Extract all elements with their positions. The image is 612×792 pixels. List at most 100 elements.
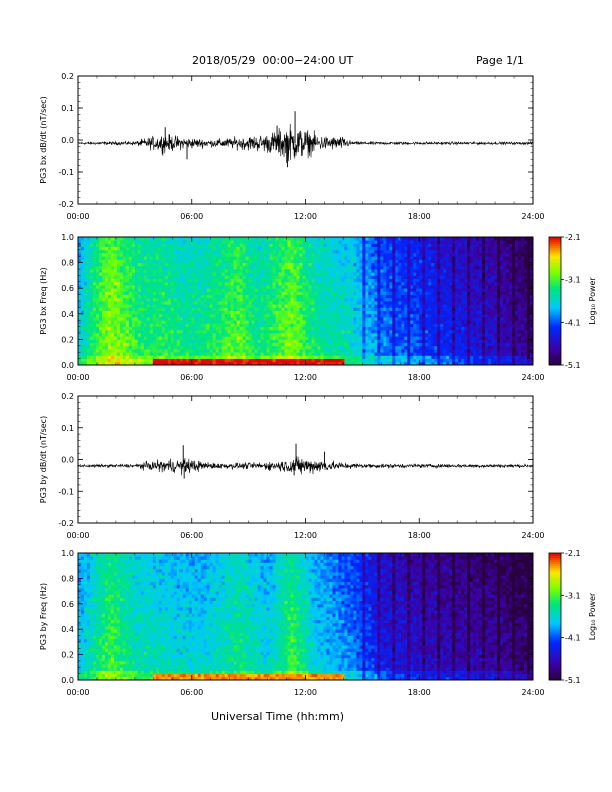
heatmap-cell [113, 310, 118, 315]
heatmap-cell [131, 323, 136, 327]
heatmap-cell [296, 304, 300, 308]
heatmap-cell [347, 323, 351, 327]
heatmap-cell [245, 349, 250, 353]
heatmap-cell [230, 336, 235, 340]
heatmap-cell [188, 342, 193, 347]
heatmap-cell [95, 345, 100, 350]
heatmap-cell [254, 358, 258, 363]
heatmap-cell [293, 278, 297, 283]
heatmap-cell [359, 272, 363, 276]
heatmap-cell [209, 240, 214, 244]
heatmap-cell [311, 323, 315, 327]
heatmap-cell [158, 278, 163, 283]
heatmap-cell [386, 281, 390, 286]
heatmap-cell [176, 237, 181, 241]
heatmap-cell [395, 310, 399, 315]
heatmap-cell [311, 313, 315, 318]
heatmap-cell [272, 304, 276, 308]
heatmap-cell [98, 339, 103, 343]
heatmap-cell [377, 249, 381, 254]
heatmap-cell [422, 323, 426, 327]
heatmap-cell [128, 323, 133, 327]
heatmap-cell [107, 249, 112, 254]
heatmap-cell [80, 265, 85, 270]
heatmap-cell [356, 336, 360, 340]
heatmap-cell [209, 317, 214, 321]
heatmap-cell [161, 313, 166, 318]
heatmap-cell [164, 304, 169, 308]
heatmap-cell [203, 310, 208, 315]
heatmap-cell [131, 326, 136, 331]
heatmap-cell [299, 333, 303, 337]
heatmap-cell [206, 345, 211, 350]
heatmap-cell [182, 285, 187, 289]
heatmap-cell [374, 294, 378, 299]
heatmap-cell [293, 352, 297, 356]
heatmap-cell [416, 265, 420, 270]
heatmap-cell [272, 361, 276, 366]
heatmap-cell [302, 272, 306, 276]
heatmap-cell [257, 352, 261, 356]
heatmap-cell [314, 256, 318, 260]
heatmap-cell [350, 313, 354, 318]
heatmap-cell [365, 288, 369, 292]
heatmap-cell [131, 278, 136, 283]
heatmap-cell [164, 310, 169, 315]
heatmap-cell [425, 297, 429, 302]
heatmap-cell [305, 278, 309, 283]
heatmap-cell [80, 361, 85, 366]
heatmap-cell [128, 336, 133, 340]
heatmap-cell [98, 275, 103, 279]
heatmap-cell [410, 294, 414, 299]
heatmap-cell [158, 297, 163, 302]
heatmap-cell [410, 307, 414, 311]
heatmap-cell [236, 253, 241, 257]
heatmap-cell [287, 345, 291, 350]
heatmap-cell [254, 262, 258, 267]
heatmap-cell [86, 339, 91, 343]
heatmap-cell [110, 361, 115, 366]
heatmap-cell [230, 326, 235, 331]
heatmap-cell [266, 323, 270, 327]
heatmap-cell [329, 288, 333, 292]
heatmap-cell [242, 246, 247, 251]
heatmap-cell [398, 249, 402, 254]
heatmap-cell [386, 285, 390, 289]
heatmap-cell [407, 246, 411, 251]
heatmap-cell [245, 333, 250, 337]
heatmap-cell [380, 253, 384, 257]
heatmap-cell [296, 336, 300, 340]
heatmap-cell [368, 345, 372, 350]
heatmap-cell [89, 275, 94, 279]
heatmap-cell [266, 307, 270, 311]
heatmap-cell [191, 285, 196, 289]
heatmap-cell [326, 307, 330, 311]
heatmap-cell [137, 294, 142, 299]
heatmap-cell [425, 313, 429, 318]
heatmap-cell [191, 297, 196, 302]
heatmap-cell [305, 333, 309, 337]
heatmap-cell [221, 352, 226, 356]
heatmap-cell [431, 294, 435, 299]
heatmap-cell [395, 339, 399, 343]
heatmap-cell [347, 352, 351, 356]
heatmap-cell [215, 262, 220, 267]
heatmap-cell [290, 361, 294, 366]
heatmap-cell [254, 336, 258, 340]
heatmap-cell [437, 269, 441, 273]
heatmap-cell [182, 269, 187, 273]
heatmap-cell [239, 310, 244, 315]
heatmap-cell [407, 313, 411, 318]
heatmap-cell [242, 243, 247, 247]
heatmap-cell [194, 301, 199, 305]
heatmap-cell [425, 253, 429, 257]
heatmap-cell [398, 240, 402, 244]
heatmap-cell [281, 326, 285, 331]
heatmap-cell [365, 339, 369, 343]
heatmap-cell [203, 352, 208, 356]
heatmap-cell [248, 304, 253, 308]
heatmap-cell [224, 345, 229, 350]
heatmap-cell [281, 288, 285, 292]
heatmap-cell [263, 317, 267, 321]
heatmap-cell [359, 240, 363, 244]
